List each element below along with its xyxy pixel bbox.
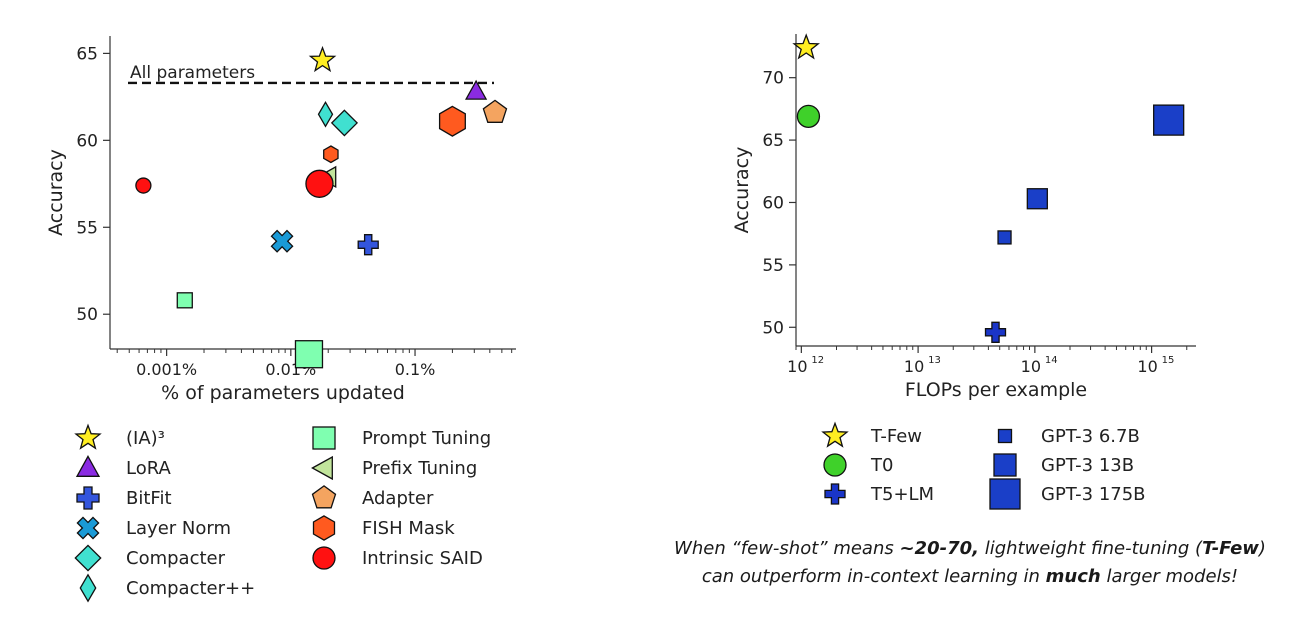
right-chart: 10 12 10 13 10 14 10 15 50 55 60 65 70 FLOPs per exam… (731, 33, 1196, 401)
legend-label-adapter: Adapter (362, 488, 434, 509)
data-point-prompt-tuning (176, 292, 193, 309)
x-tick-label-exponent: 14 (1045, 355, 1058, 366)
data-point-bitfit (357, 234, 379, 256)
legend-marker-gpt-3-6-7b (997, 428, 1013, 444)
x-tick-label: 10 (1137, 357, 1157, 376)
data-point-intrinsic-said (305, 169, 334, 198)
legend-label-compacter: Compacter (126, 548, 226, 569)
data-point-fish-mask (323, 145, 339, 164)
x-tick-label-exponent: 13 (928, 355, 941, 366)
caption-text: lightweight fine-tuning ( (978, 538, 1203, 559)
legend-marker-compacter (79, 573, 97, 603)
legend-label-lora: LoRA (126, 458, 172, 479)
x-tick-label: 0.1% (395, 360, 436, 379)
x-tick-label: 0.001% (136, 360, 197, 379)
legend-marker-t0 (823, 453, 847, 477)
legend-marker-gpt-3-13b (993, 453, 1017, 477)
caption-bold-text: much (1045, 566, 1101, 587)
caption-line-2: can outperform in-context learning in mu… (640, 563, 1300, 591)
data-point-lora (464, 79, 488, 100)
y-tick-label: 60 (76, 131, 98, 151)
x-tick-label: 10 (787, 357, 807, 376)
data-point-intrinsic-said (135, 177, 152, 194)
legend-marker-t-few (821, 421, 849, 448)
legend-label-t5-lm: T5+LM (870, 484, 934, 505)
legend-marker-t5-lm (824, 483, 846, 505)
legend-marker-fish-mask (312, 515, 336, 541)
legend-marker-intrinsic-said (312, 546, 336, 570)
caption: When “few-shot” means ~20-70, lightweigh… (640, 535, 1300, 591)
caption-text: can outperform in-context learning in (701, 566, 1046, 587)
data-point-adapter (482, 99, 508, 123)
x-axis-label: % of parameters updated (161, 382, 405, 404)
y-tick-label: 55 (76, 218, 98, 238)
data-point-gpt-3-6-7b (997, 230, 1012, 245)
y-tick-label: 50 (76, 305, 98, 325)
legend-label-prefix-tuning: Prefix Tuning (362, 458, 477, 479)
legend-label-layer-norm: Layer Norm (126, 518, 231, 539)
data-point-compacter (317, 101, 334, 128)
y-tick-label: 70 (762, 69, 784, 89)
right-legend: T-Few T0 T5+LM GPT-3 6.7B GPT-3 13B GPT-3 175… (821, 421, 1146, 510)
legend-label-gpt-3-13b: GPT-3 13B (1041, 455, 1134, 476)
data-point-ia (308, 45, 337, 73)
y-axis-label: Accuracy (731, 147, 753, 234)
legend-label-ia: (IA)³ (126, 428, 165, 449)
legend-marker-lora (75, 455, 101, 477)
legend-marker-adapter (311, 485, 337, 509)
x-tick-label-exponent: 15 (1162, 355, 1175, 366)
y-tick-label: 65 (762, 131, 784, 151)
data-point-gpt-3-175b (1153, 104, 1185, 136)
legend-label-gpt-3-175b: GPT-3 175B (1041, 484, 1146, 505)
data-point-t5-lm (984, 321, 1007, 343)
legend-marker-gpt-3-175b (989, 478, 1021, 510)
y-tick-label: 50 (762, 318, 784, 338)
y-tick-label: 60 (762, 193, 784, 213)
data-point-layer-norm (270, 229, 294, 253)
data-point-t-few (792, 33, 820, 60)
y-axis-label: Accuracy (45, 149, 67, 236)
data-point-compacter (330, 109, 359, 137)
y-tick-label: 55 (762, 256, 784, 276)
legend-marker-prefix-tuning (311, 455, 333, 481)
legend-marker-ia (74, 423, 102, 450)
data-point-prompt-tuning (294, 340, 324, 369)
legend-marker-compacter (74, 544, 102, 572)
legend-label-gpt-3-6-7b: GPT-3 6.7B (1041, 426, 1140, 447)
data-point-t0 (796, 104, 821, 129)
caption-bold-text: T-Few (1202, 538, 1259, 559)
caption-line-1: When “few-shot” means ~20-70, lightweigh… (640, 535, 1300, 563)
legend-label-intrinsic-said: Intrinsic SAID (362, 548, 483, 569)
x-tick-label-exponent: 12 (811, 355, 824, 366)
legend-label-fish-mask: FISH Mask (362, 518, 455, 539)
caption-text: When “few-shot” means (674, 538, 900, 559)
x-tick-label: 10 (904, 357, 924, 376)
legend-marker-layer-norm (76, 516, 100, 540)
x-axis-label: FLOPs per example (905, 379, 1087, 401)
legend-label-compacter: Compacter++ (126, 578, 255, 599)
left-legend: (IA)³ LoRA BitFit Layer Norm Compacter Compac… (74, 423, 491, 603)
caption-text: larger models! (1100, 566, 1239, 587)
y-tick-label: 65 (76, 44, 98, 64)
caption-text: ) (1258, 538, 1266, 559)
legend-label-t0: T0 (870, 455, 893, 476)
legend-label-bitfit: BitFit (126, 488, 172, 509)
legend-marker-bitfit (76, 486, 100, 510)
x-tick-label: 10 (1021, 357, 1041, 376)
data-point-fish-mask (438, 105, 466, 137)
legend-label-prompt-tuning: Prompt Tuning (362, 428, 491, 449)
reference-line-label: All parameters (130, 63, 255, 83)
legend-label-t-few: T-Few (870, 426, 922, 447)
legend-marker-prompt-tuning (312, 426, 336, 450)
caption-bold-text: ~20-70, (899, 538, 979, 559)
data-point-gpt-3-13b (1026, 188, 1048, 210)
